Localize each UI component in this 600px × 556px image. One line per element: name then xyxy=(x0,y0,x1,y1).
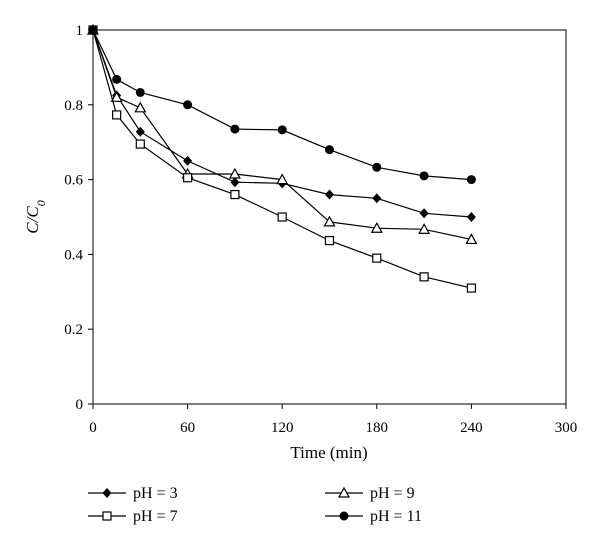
legend-item: pH = 7 xyxy=(88,508,178,525)
data-point xyxy=(135,87,145,97)
data-point xyxy=(88,25,98,35)
legend-item: pH = 9 xyxy=(325,485,415,502)
data-point xyxy=(277,212,287,222)
data-point xyxy=(325,189,334,200)
data-point xyxy=(372,253,382,263)
x-tick-label: 180 xyxy=(366,420,389,436)
legend-marker xyxy=(337,486,351,498)
x-tick-label: 0 xyxy=(89,420,97,436)
data-point xyxy=(112,74,122,84)
data-point xyxy=(230,177,240,188)
series-line xyxy=(92,29,472,289)
x-axis-title: Time (min) xyxy=(290,443,367,462)
data-point xyxy=(110,91,123,102)
data-point xyxy=(323,215,336,227)
y-tick-label: 0 xyxy=(76,397,84,413)
legend-item: pH = 3 xyxy=(88,485,178,502)
y-axis-title-subscript: 0 xyxy=(34,200,48,206)
data-point xyxy=(134,101,147,113)
data-point xyxy=(372,193,382,204)
data-point xyxy=(370,221,383,233)
y-tick-label: 0.6 xyxy=(64,173,83,189)
legend-label: pH = 9 xyxy=(370,485,415,502)
y-tick-label: 0.8 xyxy=(64,98,83,114)
x-tick-label: 240 xyxy=(460,420,483,436)
data-point xyxy=(466,175,476,185)
data-point xyxy=(466,212,476,222)
data-point xyxy=(419,272,429,282)
legend-marker xyxy=(102,511,112,521)
y-axis-title-main: C/C xyxy=(23,206,42,234)
data-point xyxy=(419,208,429,219)
series-layer xyxy=(86,23,478,293)
x-tick-label: 120 xyxy=(271,420,294,436)
plot-frame xyxy=(92,29,567,405)
data-point xyxy=(466,283,476,293)
data-point xyxy=(135,126,145,137)
legend-marker xyxy=(102,488,112,498)
data-point xyxy=(112,110,122,120)
y-axis-title: C/C0 xyxy=(23,200,48,233)
data-point xyxy=(465,233,478,245)
series-circle xyxy=(88,25,476,185)
legend-label: pH = 11 xyxy=(370,508,422,525)
y-tick-label: 0.4 xyxy=(64,247,83,263)
data-point xyxy=(230,124,240,134)
data-point xyxy=(324,235,335,246)
data-point xyxy=(418,223,431,234)
legend: pH = 3 pH = 9 pH = 7 pH = 11 xyxy=(88,485,422,525)
legend-label: pH = 3 xyxy=(133,485,178,502)
y-tick-label: 1 xyxy=(76,23,84,39)
legend-label: pH = 7 xyxy=(133,508,178,525)
data-point xyxy=(183,155,193,166)
axis-ticks: 0 60 120 180 240 300 0 0.2 0.4 0.6 0.8 1 xyxy=(64,23,577,436)
data-point xyxy=(325,145,334,155)
data-point xyxy=(228,167,241,179)
y-tick-label: 0.2 xyxy=(64,322,83,338)
data-point xyxy=(372,162,382,172)
series-line xyxy=(92,29,472,218)
legend-item: pH = 11 xyxy=(325,508,422,525)
series-square-open xyxy=(88,25,476,293)
data-point xyxy=(419,171,429,181)
data-point xyxy=(183,100,193,110)
legend-marker xyxy=(339,511,349,521)
series-diamond xyxy=(88,25,476,222)
data-point xyxy=(277,125,287,135)
x-tick-label: 300 xyxy=(555,420,578,436)
x-tick-label: 60 xyxy=(180,420,195,436)
series-line xyxy=(92,29,472,181)
data-point xyxy=(183,173,193,183)
data-point xyxy=(230,189,240,200)
series-line xyxy=(92,29,472,240)
data-point xyxy=(135,139,145,149)
data-point xyxy=(276,173,289,185)
